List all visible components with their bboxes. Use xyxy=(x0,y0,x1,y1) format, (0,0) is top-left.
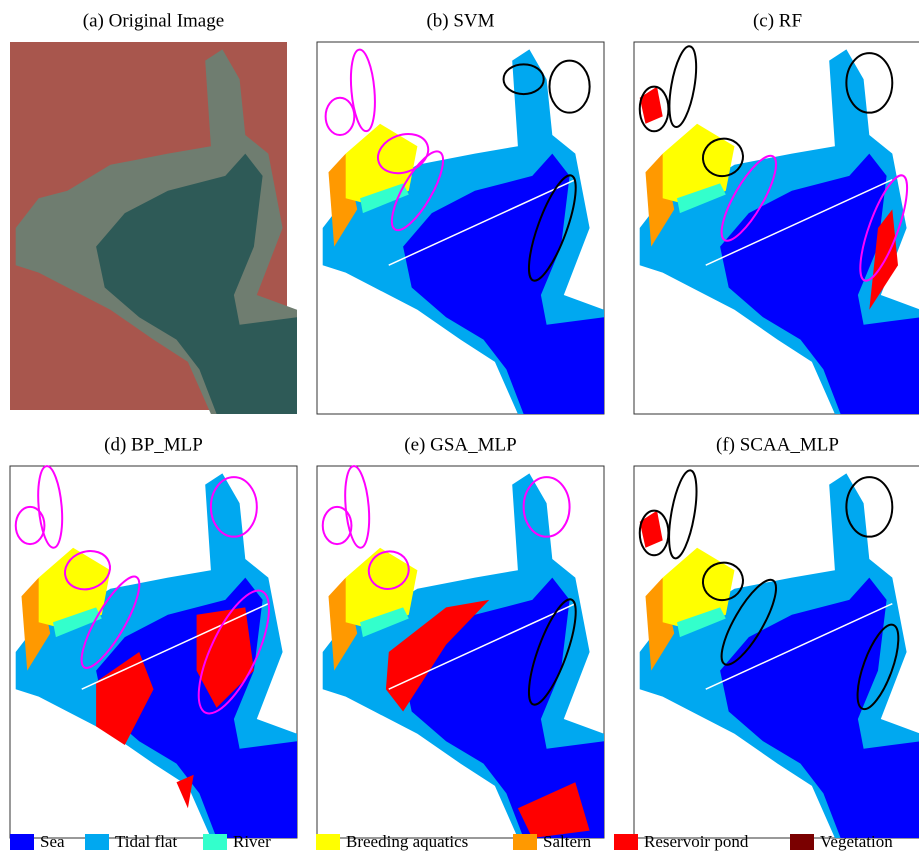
legend-swatch xyxy=(513,834,537,850)
panel-title: (d) BP_MLP xyxy=(104,434,203,455)
map-panel xyxy=(317,42,604,414)
legend-label: Vegetation xyxy=(820,832,893,851)
legend-label: Sea xyxy=(40,832,65,851)
legend-label: Tidal flat xyxy=(115,832,177,851)
map-panel xyxy=(10,42,297,414)
map-panel xyxy=(634,466,919,838)
legend-swatch xyxy=(203,834,227,850)
legend-swatch xyxy=(316,834,340,850)
legend-swatch xyxy=(85,834,109,850)
panel-title: (a) Original Image xyxy=(83,10,224,31)
map-panel xyxy=(634,42,919,414)
legend-label: Breeding aquatics xyxy=(346,832,468,851)
legend-label: Saltern xyxy=(543,832,592,851)
panel-title: (c) RF xyxy=(753,10,802,31)
figure: (a) Original Image (b) SVM (c) RF (d) BP_ML… xyxy=(0,0,919,852)
legend-swatch xyxy=(10,834,34,850)
legend-swatch xyxy=(790,834,814,850)
legend-label: River xyxy=(233,832,271,851)
legend-swatch xyxy=(614,834,638,850)
panel-title: (b) SVM xyxy=(426,10,494,31)
panel-title: (f) SCAA_MLP xyxy=(716,434,839,455)
map-panel xyxy=(10,465,297,838)
map-panel xyxy=(317,465,604,838)
legend-label: Reservoir pond xyxy=(644,832,749,851)
panel-title: (e) GSA_MLP xyxy=(404,434,516,455)
